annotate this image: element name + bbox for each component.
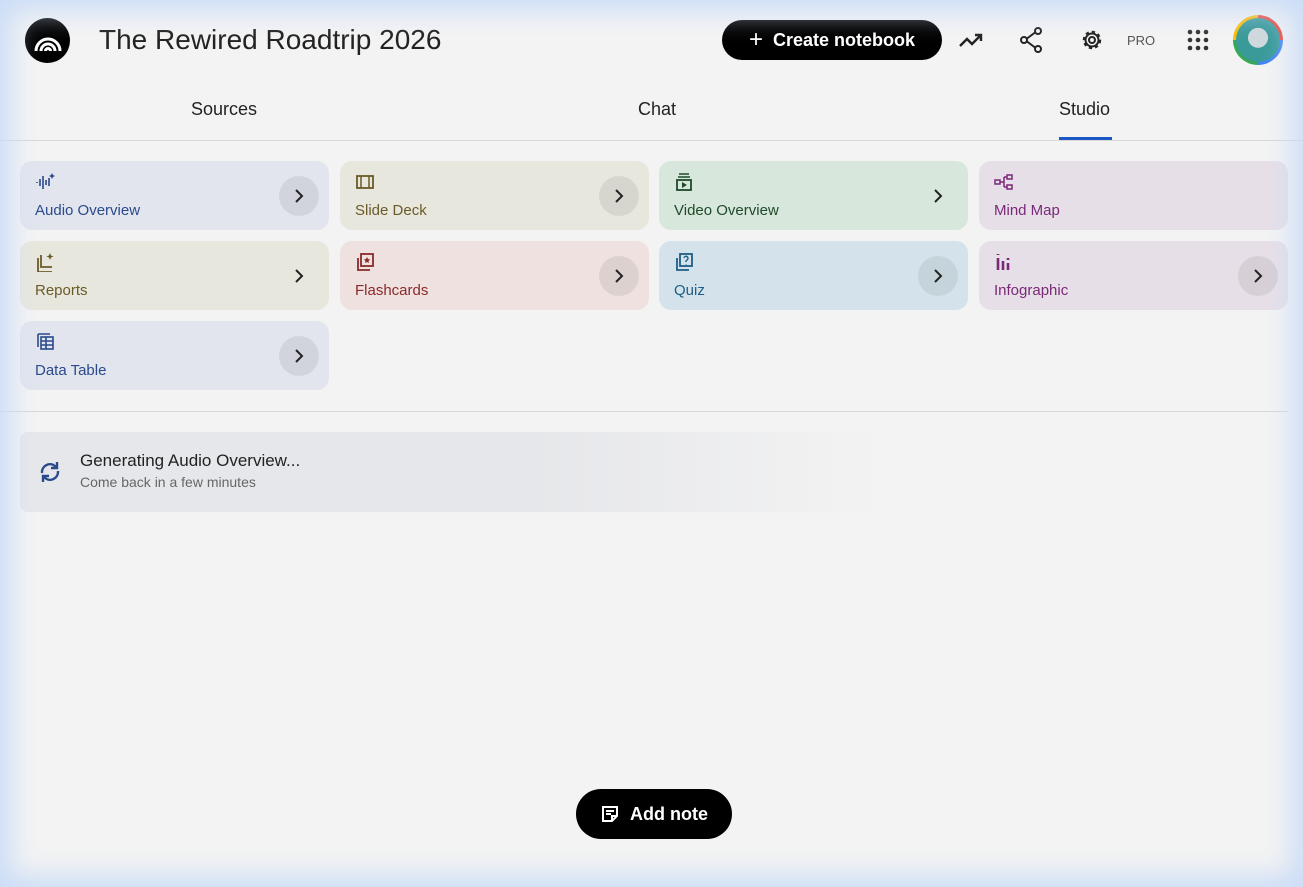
video-icon [676,173,692,191]
chevron-right-icon[interactable] [279,256,319,296]
apps-grid-icon[interactable] [1184,26,1212,54]
card-label: Mind Map [994,202,1060,219]
slides-icon [356,175,374,189]
tab-bar: Sources Chat Studio [0,80,1303,141]
studio-card-flashcards[interactable]: Flashcards [340,241,649,310]
studio-card-mind-map[interactable]: Mind Map [979,161,1288,230]
studio-card-video-overview[interactable]: Video Overview [659,161,968,230]
tab-sources[interactable]: Sources [191,99,258,119]
add-note-button[interactable]: Add note [576,789,732,839]
share-icon[interactable] [1017,26,1045,54]
chevron-right-icon[interactable] [1238,256,1278,296]
card-label: Flashcards [355,282,429,299]
generating-title: Generating Audio Overview... [80,451,301,470]
note-icon [602,806,618,822]
avatar[interactable] [1233,15,1283,65]
notebook-title[interactable]: The Rewired Roadtrip 2026 [99,24,442,55]
chevron-right-icon[interactable] [279,176,319,216]
sync-icon [38,459,62,490]
pro-badge: PRO [1127,33,1156,48]
studio-card-infographic[interactable]: Infographic [979,241,1288,310]
chevron-right-icon[interactable] [279,336,319,376]
header: The Rewired Roadtrip 2026 + Create notebo… [0,0,1303,80]
audio-sparkle-icon [36,173,55,189]
flashcards-icon [357,253,374,271]
table-icon [37,333,54,350]
studio-card-slide-deck[interactable]: Slide Deck [340,161,649,230]
card-label: Reports [35,282,88,299]
studio-card-data-table[interactable]: Data Table [20,321,329,390]
settings-gear-icon[interactable] [1078,26,1106,54]
tab-chat[interactable]: Chat [638,99,677,119]
card-label: Slide Deck [355,202,427,219]
card-label: Quiz [674,282,705,299]
notebooklm-logo[interactable] [25,18,70,63]
infographic-icon [996,254,1010,270]
chevron-right-icon[interactable] [918,256,958,296]
generating-subtitle: Come back in a few minutes [80,474,256,490]
generating-audio-overview-item: Generating Audio Overview... Come back i… [20,432,880,512]
chevron-right-icon[interactable] [918,176,958,216]
chevron-right-icon[interactable] [599,256,639,296]
card-label: Data Table [35,362,107,379]
tab-studio[interactable]: Studio [1059,99,1111,119]
create-notebook-button[interactable]: + Create notebook [722,20,942,60]
plus-icon: + [748,26,763,53]
chevron-right-icon[interactable] [599,176,639,216]
quiz-icon [676,253,693,271]
analytics-icon[interactable] [958,26,986,54]
card-label: Video Overview [674,202,779,219]
studio-card-quiz[interactable]: Quiz [659,241,968,310]
card-label: Infographic [994,282,1069,299]
card-label: Audio Overview [35,202,141,219]
mind-map-icon [994,174,1013,190]
reports-icon [37,253,54,272]
studio-card-audio-overview[interactable]: Audio Overview [20,161,329,230]
divider [0,411,1288,412]
studio-card-reports[interactable]: Reports [20,241,329,310]
active-tab-indicator [1059,137,1112,140]
